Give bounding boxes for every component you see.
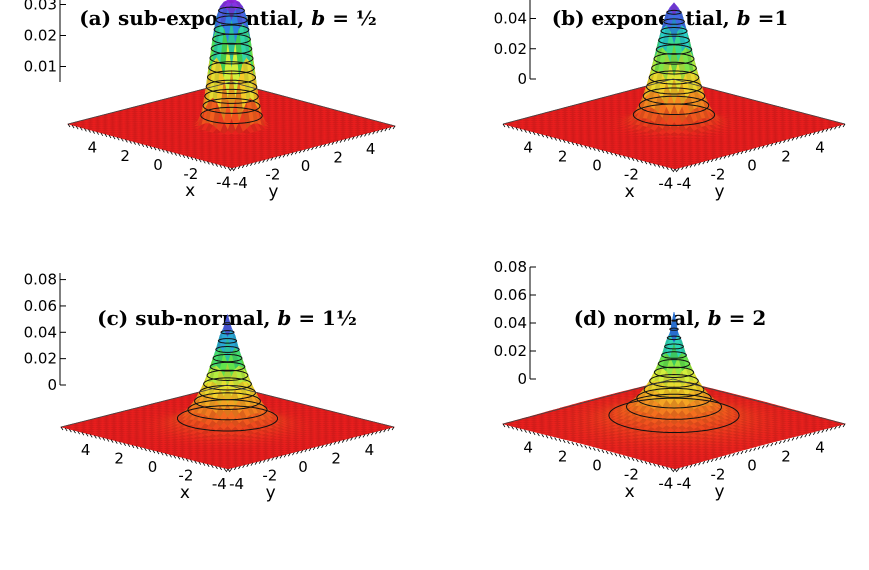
z-tick-label: 0.02 <box>494 40 527 58</box>
y-tick-mark <box>229 167 233 172</box>
x-tick-label: 2 <box>120 147 130 165</box>
panel-a: (a) sub-exponential, b = ½ -4 -2 0 2 4 y -4 -2 0… <box>24 0 397 202</box>
panel-title: (a) sub-exponential, b = ½ <box>79 6 377 30</box>
y-tick-label: 4 <box>366 140 376 158</box>
x-tick-label: -2 <box>183 165 198 183</box>
y-tick-label: 0 <box>301 157 311 175</box>
x-tick-mark <box>231 167 235 172</box>
x-tick-label: -4 <box>658 175 673 193</box>
z-tick-label: 0.03 <box>24 0 57 14</box>
z-tick-label: 0.02 <box>24 27 57 45</box>
y-tick-label: 0 <box>747 157 757 175</box>
z-tick-label: 0.04 <box>494 10 527 28</box>
x-tick-label: 4 <box>88 138 98 156</box>
x-tick-label: -4 <box>216 174 231 192</box>
y-tick-label: 2 <box>333 149 343 167</box>
z-tick-label: 0.01 <box>24 58 57 76</box>
x-tick-label: 0 <box>153 156 163 174</box>
x-tick-label: 0 <box>592 157 602 175</box>
x-tick-label: 2 <box>558 148 568 166</box>
panel-c: (c) sub-normal, b = 1½ -4 -2 0 2 4y-4-2024x0… <box>24 271 396 503</box>
z-tick-label: 0 <box>517 70 527 88</box>
y-tick-label: 2 <box>781 148 791 166</box>
x-tick-label: 4 <box>523 139 533 157</box>
panel-b: (b) exponential, b =1 -4 -2 0 2 4y-4-2024x00… <box>494 0 846 202</box>
x-tick-mark <box>674 168 678 173</box>
x-axis-label: x <box>625 182 635 202</box>
y-axis-label: y <box>714 182 724 202</box>
y-tick-mark <box>672 168 676 173</box>
y-tick-label: -4 <box>233 174 248 192</box>
y-tick-label: 4 <box>815 139 825 157</box>
y-tick-label: -4 <box>677 175 692 193</box>
y-tick-label: -2 <box>265 165 280 183</box>
y-axis-label: y <box>268 182 278 202</box>
x-axis-label: x <box>185 181 195 201</box>
